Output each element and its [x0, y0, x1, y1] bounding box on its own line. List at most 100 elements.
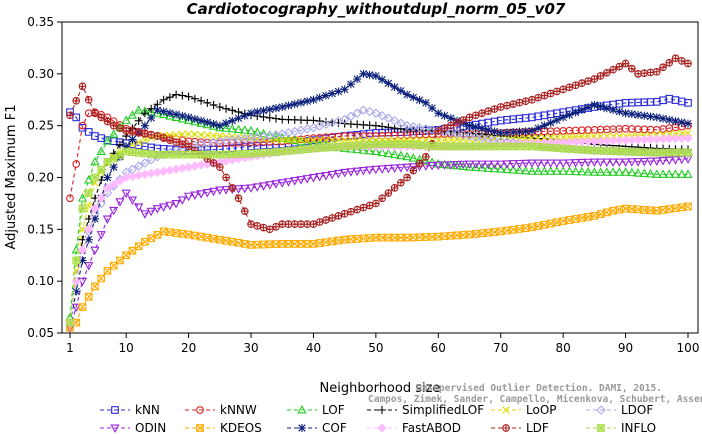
data-point — [646, 148, 655, 157]
y-tick-label: 0.30 — [27, 67, 54, 81]
data-point — [602, 104, 611, 113]
data-point — [578, 132, 586, 141]
x-tick-label: 20 — [181, 341, 196, 355]
data-point — [303, 145, 312, 153]
data-point — [446, 121, 455, 130]
data-point — [166, 136, 174, 144]
data-point — [409, 166, 418, 175]
data-point — [596, 210, 605, 218]
data-point — [233, 124, 244, 134]
data-point — [483, 163, 493, 172]
data-point — [615, 205, 624, 214]
data-point — [496, 164, 506, 173]
data-point — [552, 166, 562, 175]
data-point — [608, 167, 618, 176]
data-point — [465, 121, 474, 130]
data-point — [383, 113, 394, 123]
data-point — [620, 158, 631, 168]
data-point — [434, 142, 443, 151]
data-point — [315, 173, 325, 182]
data-point — [634, 110, 643, 119]
data-point — [122, 142, 131, 151]
data-point — [458, 130, 468, 140]
watermark-line-2: Campos, Zimek, Sander, Campello, Micenko… — [368, 394, 702, 405]
series-line-knn — [69, 98, 689, 152]
data-point — [620, 135, 631, 145]
data-point — [658, 134, 668, 144]
legend-marker — [297, 404, 307, 414]
data-point — [477, 162, 487, 172]
data-point — [521, 97, 530, 105]
y-tick-label: 0.25 — [27, 119, 54, 133]
data-point — [165, 109, 174, 118]
data-point — [278, 147, 287, 156]
data-point — [78, 204, 87, 213]
data-point — [96, 146, 106, 156]
data-point — [652, 97, 661, 106]
data-point — [78, 256, 87, 265]
data-point — [290, 177, 300, 186]
data-point — [684, 119, 692, 128]
data-point — [115, 140, 124, 149]
data-point — [265, 148, 274, 157]
y-tick-label: 0.10 — [27, 274, 54, 288]
data-point — [116, 256, 124, 265]
data-point — [508, 164, 518, 174]
data-point — [671, 54, 680, 63]
data-point — [103, 117, 112, 126]
data-point — [147, 150, 156, 158]
data-point — [358, 145, 369, 154]
data-point — [384, 123, 393, 132]
data-point — [291, 136, 299, 144]
data-point — [540, 220, 549, 229]
data-point — [122, 147, 131, 156]
series-line-lof — [69, 109, 688, 318]
data-point — [453, 135, 461, 144]
data-point — [215, 186, 225, 195]
data-point — [428, 104, 437, 113]
data-point — [134, 138, 143, 146]
data-point — [583, 167, 593, 176]
data-point — [365, 234, 374, 242]
data-point — [77, 193, 88, 202]
data-point — [66, 318, 74, 327]
data-point — [502, 160, 512, 169]
data-point — [247, 241, 255, 249]
data-point — [165, 93, 174, 102]
data-point — [602, 147, 611, 155]
data-point — [272, 114, 280, 123]
legend-marker — [298, 424, 306, 432]
data-point — [228, 116, 237, 125]
data-point — [172, 90, 181, 99]
data-point — [359, 69, 368, 78]
data-point — [84, 235, 93, 244]
data-point — [546, 166, 556, 175]
data-point — [521, 165, 531, 175]
data-point — [421, 152, 430, 161]
data-point — [665, 115, 674, 124]
data-point — [309, 136, 318, 144]
data-point — [246, 184, 256, 193]
data-point — [297, 136, 305, 144]
data-point — [559, 113, 568, 122]
data-point — [590, 146, 599, 155]
data-point — [284, 101, 293, 110]
data-point — [602, 69, 611, 77]
data-point — [459, 142, 468, 151]
data-point — [652, 134, 662, 144]
data-point — [496, 128, 505, 137]
data-point — [184, 230, 193, 239]
data-point — [334, 136, 343, 144]
data-point — [483, 160, 493, 170]
data-point — [333, 169, 344, 179]
data-point — [515, 225, 524, 233]
data-point — [596, 132, 605, 140]
data-point — [571, 215, 580, 223]
data-point — [540, 143, 549, 152]
data-point — [265, 225, 274, 234]
data-point — [484, 228, 493, 237]
data-point — [147, 104, 156, 113]
data-point — [403, 140, 411, 149]
data-point — [609, 105, 618, 114]
data-point — [434, 109, 443, 118]
